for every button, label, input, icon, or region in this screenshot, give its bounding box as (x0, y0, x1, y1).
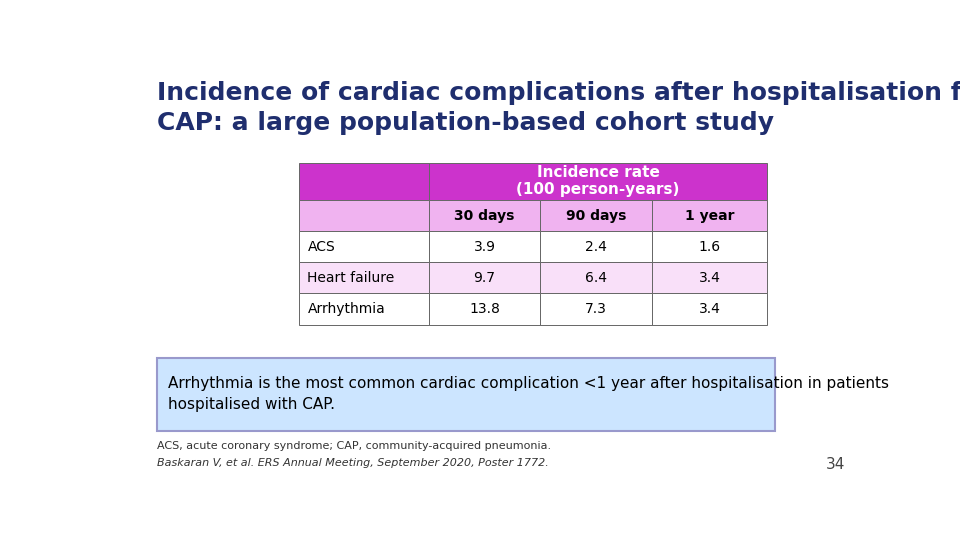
Bar (652, 200, 767, 231)
Bar (429, 231, 540, 262)
Text: 3.4: 3.4 (699, 302, 721, 316)
Text: 7.3: 7.3 (586, 302, 607, 316)
Text: 1.6: 1.6 (699, 240, 721, 254)
Text: Arrhythmia: Arrhythmia (307, 302, 385, 316)
Bar (299, 163, 429, 200)
Text: ACS, acute coronary syndrome; CAP, community-acquired pneumonia.: ACS, acute coronary syndrome; CAP, commu… (157, 441, 551, 451)
Text: 34: 34 (826, 457, 846, 472)
Bar (299, 262, 429, 294)
Text: 13.8: 13.8 (469, 302, 500, 316)
Text: ACS: ACS (307, 240, 335, 254)
Bar (540, 262, 652, 294)
Text: 30 days: 30 days (454, 208, 515, 222)
Bar (652, 262, 767, 294)
Text: 6.4: 6.4 (586, 271, 607, 285)
Bar (299, 294, 429, 325)
Text: 2.4: 2.4 (586, 240, 607, 254)
Bar (429, 200, 540, 231)
Text: Incidence of cardiac complications after hospitalisation for
CAP: a large popula: Incidence of cardiac complications after… (157, 82, 960, 135)
Text: Arrhythmia is the most common cardiac complication <1 year after hospitalisation: Arrhythmia is the most common cardiac co… (168, 376, 889, 413)
Bar (429, 163, 767, 200)
Bar (299, 200, 429, 231)
Bar (299, 231, 429, 262)
Text: 9.7: 9.7 (473, 271, 495, 285)
Bar (652, 294, 767, 325)
Text: Heart failure: Heart failure (307, 271, 395, 285)
Text: Baskaran V, et al. ERS Annual Meeting, September 2020, Poster 1772.: Baskaran V, et al. ERS Annual Meeting, S… (157, 458, 549, 468)
Bar (429, 294, 540, 325)
Bar (540, 294, 652, 325)
Bar (157, 358, 775, 431)
Text: Incidence rate
(100 person-years): Incidence rate (100 person-years) (516, 165, 680, 198)
Text: 3.4: 3.4 (699, 271, 721, 285)
Text: 90 days: 90 days (566, 208, 626, 222)
Bar (652, 231, 767, 262)
Bar (540, 231, 652, 262)
Bar (540, 200, 652, 231)
Text: 1 year: 1 year (684, 208, 734, 222)
Bar (429, 262, 540, 294)
Text: 3.9: 3.9 (473, 240, 495, 254)
